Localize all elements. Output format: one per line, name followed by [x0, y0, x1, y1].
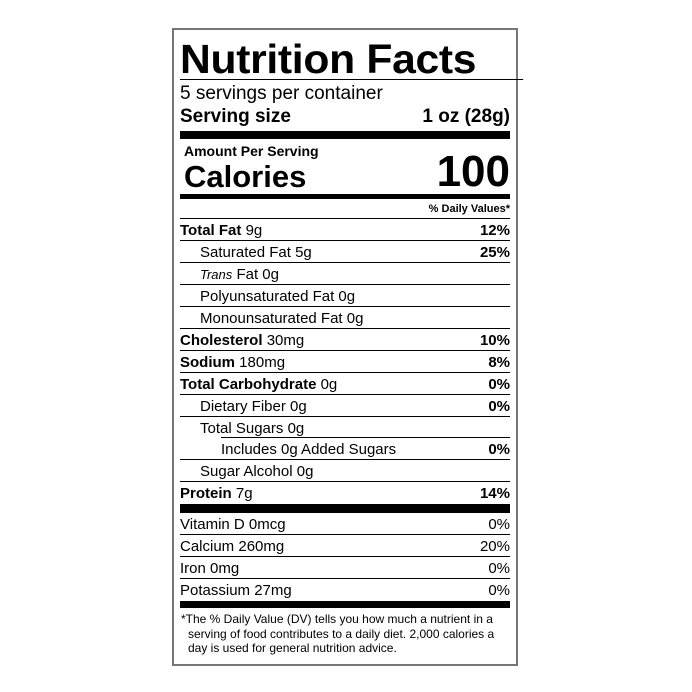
nutrient-name: Cholesterol — [180, 332, 263, 349]
calories-label: Calories — [184, 159, 307, 194]
nutrient-row-trans-fat: Trans Fat 0g — [180, 263, 510, 285]
servings-per-container: 5 servings per container — [180, 83, 383, 104]
vitamin-dv: 0% — [488, 516, 510, 533]
nutrient-row-total-carbohydrate: Total Carbohydrate 0g 0% — [180, 373, 510, 395]
nutrient-dv: 0% — [488, 441, 510, 458]
nutrient-amount: 7g — [235, 485, 253, 502]
nutrient-row-polyunsaturated-fat: Polyunsaturated Fat 0g — [180, 285, 510, 307]
nutrient-amount: 0g — [320, 376, 338, 393]
thick-divider — [180, 504, 510, 513]
vitamin-amount: 260mg — [238, 538, 285, 555]
vitamin-amount: 27mg — [254, 582, 292, 599]
nutrient-row-dietary-fiber: Dietary Fiber 0g 0% — [180, 395, 510, 417]
nutrient-dv: 25% — [479, 244, 510, 261]
calories-row: Calories 100 — [180, 150, 510, 194]
vitamin-dv: 20% — [479, 538, 510, 555]
nutrient-name: Total Sugars — [200, 420, 284, 437]
nutrient-amount: 0g — [338, 288, 356, 305]
nutrient-row-cholesterol: Cholesterol 30mg 10% — [180, 329, 510, 351]
vitamin-row-iron: Iron 0mg 0% — [180, 557, 510, 579]
vitamin-dv: 0% — [488, 582, 510, 599]
vitamin-name: Iron — [180, 560, 206, 577]
nutrient-name: Fat — [236, 266, 259, 283]
vitamin-row-vitamin-d: Vitamin D 0mcg 0% — [180, 513, 510, 535]
vitamin-name: Vitamin D — [180, 516, 245, 533]
nutrient-name: Total Carbohydrate — [180, 376, 317, 393]
nutrient-amount: 180mg — [239, 354, 286, 371]
nutrient-row-added-sugars: Includes 0g Added Sugars 0% — [180, 438, 510, 460]
amount-per-serving: Amount Per Serving — [184, 143, 319, 159]
nutrient-name: Total Fat — [180, 222, 242, 239]
vitamin-amount: 0mcg — [248, 516, 286, 533]
nutrient-dv: 12% — [479, 222, 510, 239]
nutrient-name: Monounsaturated Fat — [200, 310, 343, 327]
nutrient-amount: 0g — [296, 463, 314, 480]
serving-size-label: Serving size — [180, 106, 291, 127]
nutrient-amount: 0g — [287, 420, 305, 437]
vitamin-name: Potassium — [180, 582, 251, 599]
nutrient-dv: 10% — [479, 332, 510, 349]
nutrient-amount: 0g — [290, 398, 307, 415]
calories-value: 100 — [436, 147, 510, 196]
nutrient-row-protein: Protein 7g 14% — [180, 482, 510, 504]
daily-value-footnote: *The % Daily Value (DV) tells you how mu… — [181, 612, 495, 655]
thick-divider — [180, 131, 510, 139]
nutrient-amount: 0g — [346, 310, 364, 327]
nutrient-dv: 8% — [488, 354, 510, 371]
label-title: Nutrition Facts — [180, 30, 524, 80]
nutrition-facts-label: Nutrition Facts 5 servings per container… — [172, 28, 524, 666]
vitamin-row-potassium: Potassium 27mg 0% — [180, 579, 510, 601]
nutrient-amount: 0g — [262, 266, 279, 283]
vitamin-amount: 0mg — [210, 560, 240, 577]
nutrient-name: Sugar Alcohol — [200, 463, 293, 480]
nutrient-name-italic: Trans — [200, 267, 233, 282]
nutrient-name: Polyunsaturated Fat — [200, 288, 335, 305]
nutrient-dv: 0% — [488, 398, 510, 415]
serving-size-row: Serving size 1 oz (28g) — [180, 104, 510, 131]
thick-divider — [180, 601, 510, 608]
daily-values-header: % Daily Values* — [180, 199, 510, 219]
nutrient-amount: 5g — [295, 244, 312, 261]
nutrient-row-total-sugars: Total Sugars 0g — [180, 417, 510, 438]
medium-divider — [180, 194, 510, 199]
nutrient-row-saturated-fat: Saturated Fat 5g 25% — [180, 241, 510, 263]
nutrient-row-monounsaturated-fat: Monounsaturated Fat 0g — [180, 307, 510, 329]
nutrient-name: Dietary Fiber — [200, 398, 286, 415]
nutrient-row-total-fat: Total Fat 9g 12% — [180, 219, 510, 241]
vitamin-dv: 0% — [488, 560, 510, 577]
nutrient-name: Sodium — [180, 354, 235, 371]
vitamin-name: Calcium — [180, 538, 235, 555]
nutrient-row-sugar-alcohol: Sugar Alcohol 0g — [180, 460, 510, 482]
nutrient-dv: 14% — [479, 485, 510, 502]
nutrient-name: Saturated Fat — [200, 244, 291, 261]
serving-size-value: 1 oz (28g) — [422, 106, 510, 127]
nutrient-amount: 9g — [245, 222, 263, 239]
nutrient-name: Includes 0g Added Sugars — [221, 441, 397, 458]
vitamin-row-calcium: Calcium 260mg 20% — [180, 535, 510, 557]
nutrient-dv: 0% — [488, 376, 510, 393]
nutrient-amount: 30mg — [266, 332, 305, 349]
nutrient-row-sodium: Sodium 180mg 8% — [180, 351, 510, 373]
nutrient-name: Protein — [180, 485, 232, 502]
